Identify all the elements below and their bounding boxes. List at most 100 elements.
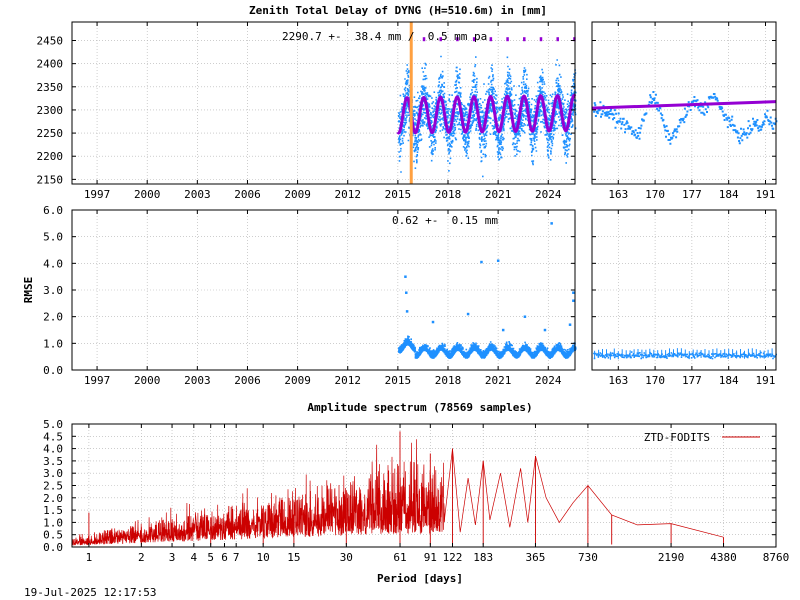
x-tick-label: 1997 <box>84 374 111 387</box>
x-tick-label: 3 <box>169 551 176 564</box>
x-tick-label: 163 <box>608 374 628 387</box>
x-tick-label: 730 <box>578 551 598 564</box>
rmse-zoom-error-bars <box>594 348 773 360</box>
rmse-outlier-point <box>405 291 408 294</box>
rmse-outlier-point <box>501 328 505 332</box>
x-tick-label: 177 <box>682 374 702 387</box>
y-tick-label: 2350 <box>37 81 64 94</box>
ztd-zoom-trend-line <box>591 100 777 110</box>
y-tick-label: 4.0 <box>43 257 63 270</box>
ztd-model-peak-point <box>506 37 509 42</box>
ztd-main-frame <box>71 21 576 185</box>
y-tick-label: 2300 <box>37 104 64 117</box>
x-tick-label: 2012 <box>334 374 361 387</box>
rmse-outlier-point <box>480 260 483 264</box>
x-tick-label: 15 <box>287 551 300 564</box>
spectrum-peak-lines <box>88 431 724 545</box>
ztd-zoom-observation-points <box>593 91 778 145</box>
ztd-zoom-data <box>591 91 778 145</box>
rmse-zoom-ticks: 163 170 177 184 191 <box>592 209 776 387</box>
spectrum-amplitude-line <box>71 439 724 546</box>
ztd-model-peak-point <box>556 37 559 42</box>
x-tick-label: 4 <box>191 551 198 564</box>
y-tick-label: 3.5 <box>43 455 63 468</box>
ztd-main-ticks: 1997 2000 2003 2006 2009 2012 2015 2018 2021 2024… <box>37 22 575 201</box>
x-tick-label: 2015 <box>385 374 412 387</box>
rmse-outlier-point <box>543 328 547 332</box>
spectrum-x-axis-label: Period [days] <box>377 572 463 585</box>
x-tick-label: 177 <box>682 188 702 201</box>
rmse-zoom-panel: 163 170 177 184 191 <box>591 209 777 387</box>
rmse-main-panel: 1997 2000 2003 2006 2009 2012 2015 2018 2021 2024… <box>22 204 577 387</box>
x-tick-label: 2018 <box>435 374 462 387</box>
x-tick-label: 183 <box>473 551 493 564</box>
x-tick-label: 122 <box>443 551 463 564</box>
ztd-model-peak-point <box>472 37 476 42</box>
y-tick-label: 2200 <box>37 150 64 163</box>
ztd-zoom-frame <box>591 21 777 185</box>
ztd-model-peak-point <box>539 37 543 42</box>
x-tick-label: 1 <box>86 551 93 564</box>
x-tick-label: 170 <box>645 188 665 201</box>
y-tick-label: 4.5 <box>43 430 63 443</box>
rmse-outlier-point <box>466 312 470 316</box>
y-tick-label: 5.0 <box>43 418 63 431</box>
ztd-model-peak-point <box>573 37 576 42</box>
x-tick-label: 2190 <box>658 551 685 564</box>
y-tick-label: 0.0 <box>43 364 63 377</box>
rmse-outlier-point <box>404 275 407 278</box>
x-tick-label: 5 <box>207 551 214 564</box>
y-tick-label: 2.5 <box>43 480 63 493</box>
y-tick-label: 2400 <box>37 58 64 71</box>
rmse-outlier-point <box>405 310 409 313</box>
rmse-main-frame <box>71 209 576 371</box>
y-tick-label: 2150 <box>37 173 64 186</box>
x-tick-label: 184 <box>719 374 739 387</box>
x-tick-label: 2021 <box>485 374 512 387</box>
x-tick-label: 2024 <box>535 188 562 201</box>
ztd-zoom-panel: 163 170 177 184 191 <box>591 21 778 201</box>
rmse-zoom-frame <box>591 209 777 371</box>
ztd-model-peak-point <box>456 37 459 42</box>
y-tick-label: 2450 <box>37 35 64 48</box>
ztd-model-peak-point <box>523 37 526 42</box>
x-tick-label: 1997 <box>84 188 111 201</box>
y-tick-label: 3.0 <box>43 467 63 480</box>
y-tick-label: 2.0 <box>43 492 63 505</box>
y-tick-label: 3.0 <box>43 284 63 297</box>
rmse-main-data <box>397 222 577 360</box>
x-tick-label: 2003 <box>184 188 211 201</box>
rmse-outlier-point <box>523 315 527 318</box>
x-tick-label: 184 <box>719 188 739 201</box>
x-tick-label: 61 <box>393 551 406 564</box>
ztd-main-annotation: 2290.7 +- 38.4 mm / 0.5 mm pa <box>282 30 487 43</box>
x-tick-label: 7 <box>233 551 240 564</box>
x-tick-label: 8760 <box>763 551 790 564</box>
rmse-outlier-point <box>572 291 575 294</box>
x-tick-label: 91 <box>424 551 437 564</box>
y-tick-label: 1.5 <box>43 504 63 517</box>
plot-timestamp: 19-Jul-2025 12:17:53 <box>24 586 156 599</box>
spectrum-ticks: 1 2 3 4 5 6 7 10 15 30 61 91 122 183 365 730 2190 4380 876… <box>43 418 789 564</box>
rmse-outlier-point <box>550 222 553 225</box>
x-tick-label: 2000 <box>134 374 161 387</box>
x-tick-label: 30 <box>340 551 353 564</box>
ztd-seasonal-model <box>396 93 577 135</box>
y-tick-label: 2250 <box>37 127 64 140</box>
x-tick-label: 2009 <box>284 374 311 387</box>
ztd-main-data <box>396 22 577 184</box>
x-tick-label: 365 <box>526 551 546 564</box>
x-tick-label: 2000 <box>134 188 161 201</box>
ztd-model-peak-point <box>439 37 442 42</box>
figure-title: Zenith Total Delay of DYNG (H=510.6m) in… <box>249 4 547 17</box>
y-tick-label: 1.0 <box>43 337 63 350</box>
x-tick-label: 10 <box>257 551 270 564</box>
x-tick-label: 2012 <box>334 188 361 201</box>
y-tick-label: 2.0 <box>43 311 63 324</box>
x-tick-label: 2009 <box>284 188 311 201</box>
spectrum-legend-label: ZTD-FODITS <box>644 431 710 444</box>
ztd-model-peak-point <box>422 37 426 42</box>
rmse-outlier-point <box>572 299 575 302</box>
spectrum-title: Amplitude spectrum (78569 samples) <box>307 401 532 414</box>
